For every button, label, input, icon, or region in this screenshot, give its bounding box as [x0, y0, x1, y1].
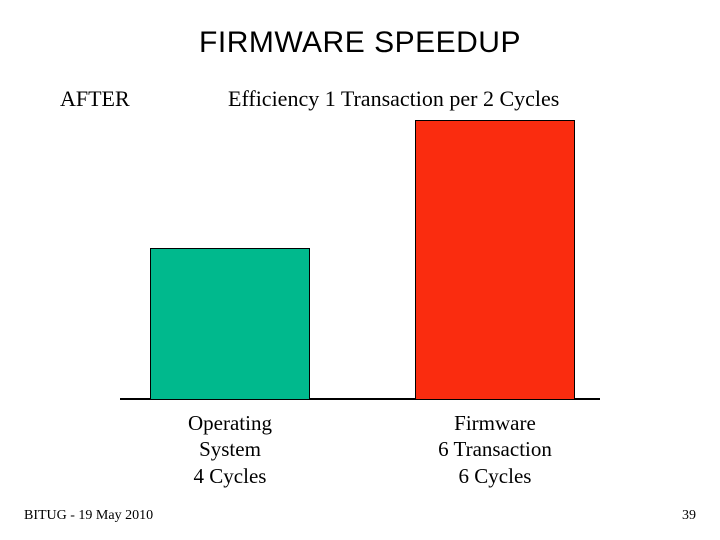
footer-right: 39: [682, 508, 696, 524]
slide-title: FIRMWARE SPEEDUP: [0, 26, 720, 60]
bar-operating-system: [150, 248, 310, 400]
after-label: AFTER: [60, 86, 130, 112]
bar-label-firmware: Firmware 6 Transaction 6 Cycles: [395, 410, 595, 489]
bar-label-line: Operating: [130, 410, 330, 436]
bar-label-line: Firmware: [395, 410, 595, 436]
slide: FIRMWARE SPEEDUP AFTER Efficiency 1 Tran…: [0, 0, 720, 540]
bar-label-line: System: [130, 436, 330, 462]
bar-label-line: 6 Transaction: [395, 436, 595, 462]
bar-firmware: [415, 120, 575, 400]
bar-label-operating-system: Operating System 4 Cycles: [130, 410, 330, 489]
subtitle: Efficiency 1 Transaction per 2 Cycles: [228, 86, 559, 112]
footer-left: BITUG - 19 May 2010: [24, 508, 153, 524]
bar-label-line: 4 Cycles: [130, 463, 330, 489]
bar-label-line: 6 Cycles: [395, 463, 595, 489]
bar-chart: [120, 120, 600, 400]
